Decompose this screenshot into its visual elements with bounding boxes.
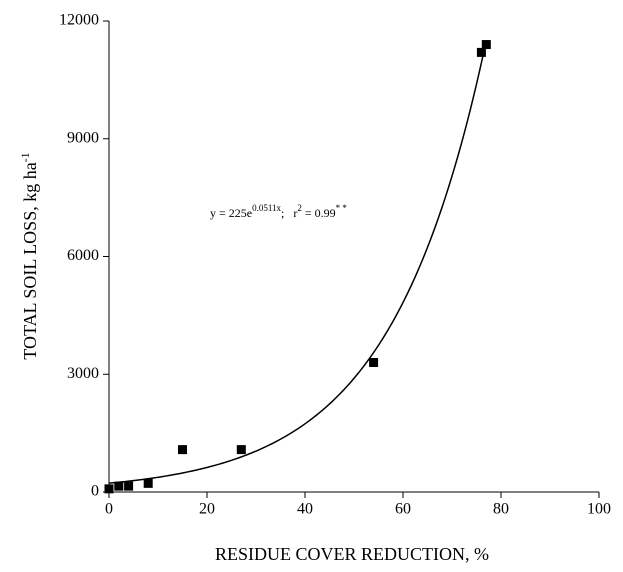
x-axis-title: RESIDUE COVER REDUCTION, % [215, 544, 489, 564]
equation: y = 225e0.0511x; r2 = 0.99* * [210, 203, 347, 220]
point [178, 445, 187, 455]
y-tick-label: 0 [91, 483, 99, 500]
equation-part: y = 225e [210, 206, 252, 220]
y-tick-label: 6000 [67, 247, 99, 264]
point [114, 481, 124, 491]
point [104, 484, 114, 494]
y-tick-label: 12000 [59, 12, 99, 29]
x-tick-label: 40 [297, 501, 313, 518]
equation-part: 0.0511x [252, 203, 281, 213]
equation-part: ; r [281, 206, 297, 220]
y-axis-title-text: TOTAL SOIL LOSS, kg ha [20, 162, 40, 359]
point [124, 481, 134, 491]
point [143, 478, 153, 488]
point [236, 445, 246, 455]
trendline [108, 40, 488, 484]
x-tick-label: 0 [105, 501, 113, 518]
equation-part: = 0.99 [302, 206, 336, 220]
x-tick-label: 20 [199, 501, 215, 518]
point [481, 40, 491, 50]
x-tick-label: 60 [395, 501, 411, 518]
x-tick-label: 80 [493, 501, 509, 518]
equation-part: * * [336, 203, 348, 213]
equation-part: 2 [297, 203, 302, 213]
x-tick-label: 100 [587, 501, 611, 518]
y-tick-label: 9000 [67, 129, 99, 146]
y-axis-title-sup: -1 [18, 152, 32, 162]
point [476, 47, 486, 57]
y-tick-label: 3000 [67, 365, 99, 382]
y-axis-title: TOTAL SOIL LOSS, kg ha-1 [18, 152, 40, 359]
point [369, 357, 379, 367]
